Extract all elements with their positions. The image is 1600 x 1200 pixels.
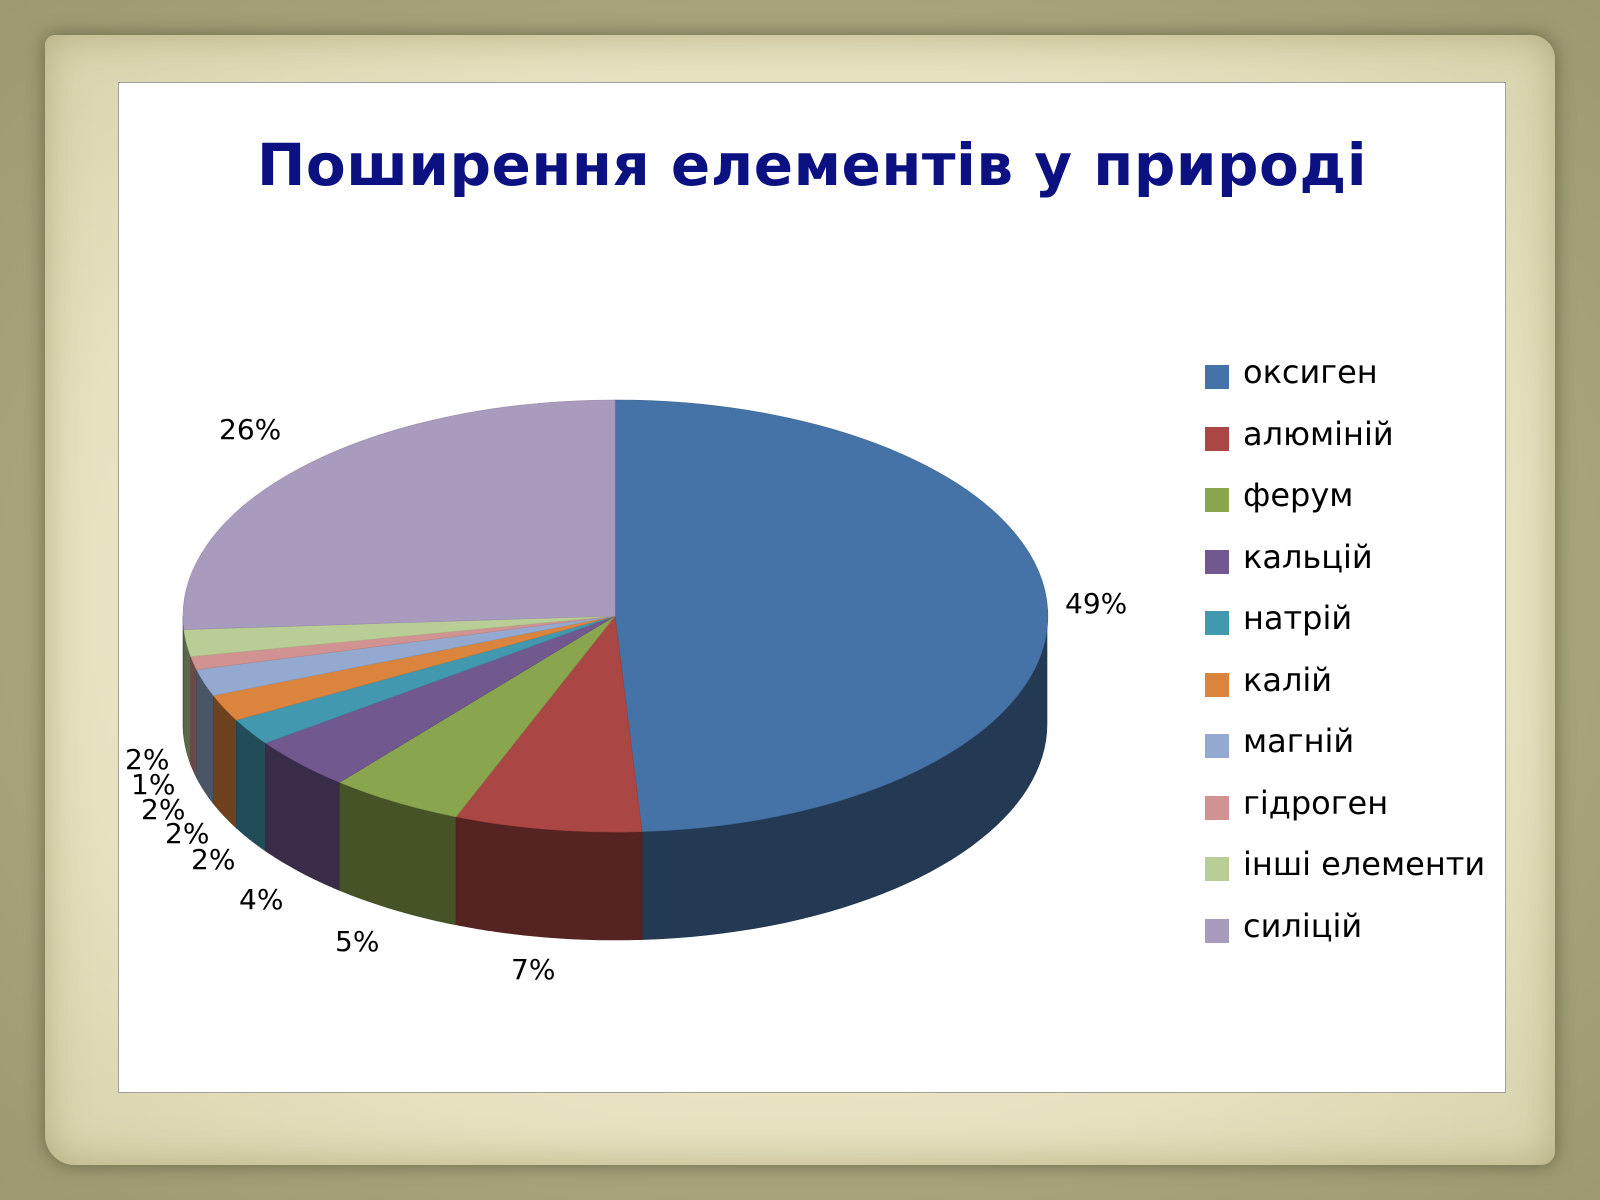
data-label-2: 5% bbox=[335, 925, 380, 958]
data-label-5: 2% bbox=[165, 817, 210, 850]
legend-label: алюміній bbox=[1243, 414, 1394, 453]
legend-label: калій bbox=[1243, 660, 1333, 699]
legend-label: інші елементи bbox=[1243, 845, 1486, 883]
legend-label: магній bbox=[1243, 722, 1355, 760]
chart-title: Поширення елементів у природі bbox=[256, 131, 1368, 199]
legend-swatch bbox=[1205, 857, 1229, 881]
legend-label: гідроген bbox=[1243, 783, 1389, 822]
data-label-3: 4% bbox=[239, 883, 284, 916]
data-label-1: 7% bbox=[511, 953, 556, 986]
legend-swatch bbox=[1205, 611, 1229, 635]
legend-swatch bbox=[1205, 365, 1229, 389]
legend-label: ферум bbox=[1243, 476, 1354, 514]
legend-label: оксиген bbox=[1243, 353, 1378, 391]
legend-swatch bbox=[1205, 734, 1229, 758]
data-label-9: 26% bbox=[219, 413, 282, 446]
pie-slice-1 bbox=[455, 615, 643, 833]
data-label-8: 2% bbox=[125, 743, 170, 776]
legend-label: силіцій bbox=[1243, 906, 1363, 945]
legend-swatch bbox=[1205, 918, 1229, 943]
chart-area: Поширення елементів у природі оксиген алю… bbox=[118, 82, 1506, 1093]
legend-swatch bbox=[1205, 488, 1229, 512]
pie-chart bbox=[182, 399, 1049, 941]
legend-label: натрій bbox=[1243, 599, 1353, 637]
legend-swatch bbox=[1205, 426, 1229, 451]
pie-slice-0 bbox=[614, 399, 1049, 832]
pie-slice-9 bbox=[182, 399, 616, 630]
data-label-6: 2% bbox=[141, 793, 186, 826]
data-label-4: 2% bbox=[191, 843, 236, 876]
legend-swatch bbox=[1205, 672, 1229, 697]
data-label-0: 49% bbox=[1065, 587, 1128, 620]
data-label-7: 1% bbox=[131, 768, 176, 801]
pie-side-7 bbox=[190, 656, 197, 779]
legend-label: кальцій bbox=[1243, 537, 1373, 576]
legend-swatch bbox=[1205, 549, 1229, 574]
pie-side-1 bbox=[455, 816, 643, 941]
legend-swatch bbox=[1205, 795, 1229, 820]
